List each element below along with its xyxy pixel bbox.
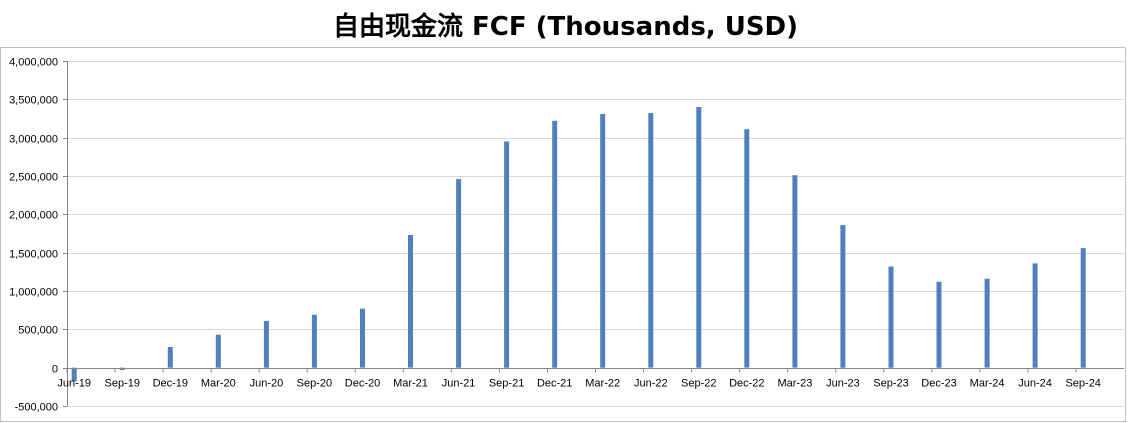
bar [408,235,413,368]
x-tick-label: Sep-19 [105,378,140,390]
x-tick-label: Sep-20 [297,378,332,390]
x-tick-label: Sep-22 [681,378,716,390]
y-tick-label: 0 [52,364,58,376]
x-tick-label: Sep-23 [873,378,908,390]
y-tick-label: 2,500,000 [9,172,58,184]
bar [456,179,462,368]
y-tick-label: 2,000,000 [9,210,58,222]
x-tick-label: Jun-19 [57,378,91,390]
bar [215,334,221,368]
x-tick-label: Jun-22 [634,378,668,390]
bar [792,175,798,368]
chart-frame [0,47,1126,422]
bar [263,320,269,368]
bar [71,367,77,382]
x-tick-label: Dec-20 [345,378,380,390]
bar [648,113,654,368]
x-tick-label: Jun-23 [826,378,860,390]
y-tick-label: 1,000,000 [9,287,58,299]
bar [311,314,317,368]
bar [1032,263,1038,368]
x-tick-label: Dec-22 [729,378,764,390]
y-tick-label: 500,000 [18,325,58,337]
x-tick-label: Sep-21 [489,378,524,390]
x-tick-label: Dec-21 [537,378,572,390]
x-tick-label: Mar-23 [777,378,812,390]
bar [504,141,510,368]
bar [1080,248,1086,368]
x-tick-label: Sep-24 [1065,378,1100,390]
y-tick-label: 4,000,000 [9,57,58,69]
bar [984,278,990,368]
bar [167,347,173,368]
bar [360,308,365,368]
x-tick-label: Jun-24 [1018,378,1052,390]
x-tick-label: Jun-20 [250,378,284,390]
chart-title: 自由现金流 FCF (Thousands, USD) [332,12,799,42]
x-tick-label: Dec-19 [153,378,188,390]
y-tick-label: 1,500,000 [9,249,58,261]
bar [888,266,894,368]
y-tick-label: 3,500,000 [9,95,58,107]
bar [696,107,702,368]
bar [840,225,846,368]
x-tick-label: Dec-23 [921,378,956,390]
x-tick-label: Mar-24 [970,378,1005,390]
bar [600,113,606,368]
y-tick-label: -500,000 [15,402,58,414]
bar [936,281,942,368]
bar [552,120,558,368]
x-tick-label: Jun-21 [442,378,476,390]
x-tick-label: Mar-22 [585,378,620,390]
y-tick-label: 3,000,000 [9,134,58,146]
bar [744,129,750,368]
x-tick-label: Mar-20 [201,378,236,390]
x-tick-label: Mar-21 [393,378,428,390]
